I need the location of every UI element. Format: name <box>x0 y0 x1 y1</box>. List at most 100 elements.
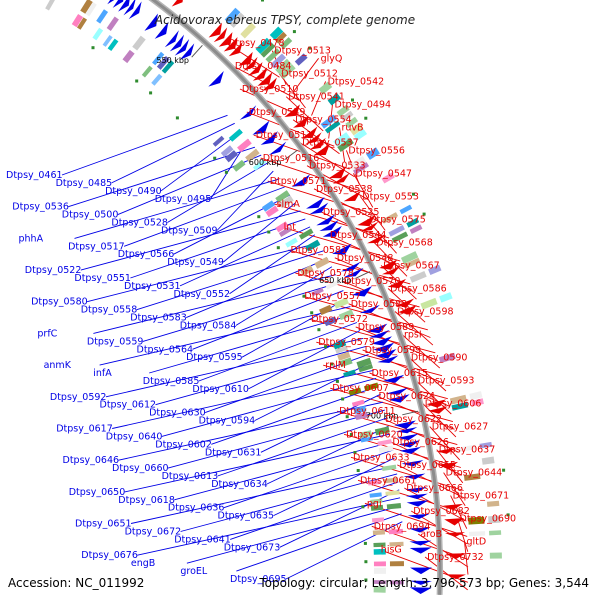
forward-gene-arrow <box>428 406 448 414</box>
backbone-arc <box>150 0 442 595</box>
forward-gene-label: Dtpsy_0655 <box>399 460 456 471</box>
accession-text: Accession: NC_011992 <box>8 576 144 590</box>
cog-category-block <box>237 138 252 153</box>
gc-marker <box>345 415 349 419</box>
gene-feature-tracks <box>45 0 510 595</box>
reverse-gene-label: Dtpsy_0635 <box>218 511 275 522</box>
cog-category-block <box>479 441 493 449</box>
cog-category-block <box>132 35 146 51</box>
cog-category-block <box>314 256 330 269</box>
cog-category-block <box>373 548 386 555</box>
label-connector-line <box>278 73 306 109</box>
forward-gene-label: Dtpsy_0637 <box>439 445 496 456</box>
reverse-gene-arrow <box>306 196 325 209</box>
forward-gene-label: Dtpsy_0694 <box>374 521 431 532</box>
label-connector-line <box>216 170 274 231</box>
label-connector-line <box>74 178 280 239</box>
forward-gene-arrow <box>213 27 228 43</box>
reverse-gene-arrow <box>397 433 419 441</box>
forward-gene-arrow <box>284 104 300 117</box>
cog-category-block <box>469 531 486 537</box>
cog-category-block <box>388 225 405 237</box>
label-connector-line <box>292 58 319 93</box>
label-connector-line <box>179 226 311 287</box>
gc-marker <box>135 79 139 83</box>
gc-marker <box>317 328 321 332</box>
forward-gene-label: Dtpsy_0525 <box>323 207 380 218</box>
cog-category-block <box>278 226 292 237</box>
cog-category-block <box>275 190 291 203</box>
label-connector-line <box>198 322 358 382</box>
forward-gene-label: Dtpsy_0661 <box>360 475 417 486</box>
gc-marker <box>91 46 95 50</box>
label-connector-line <box>273 457 395 517</box>
cog-category-block <box>262 200 276 212</box>
cog-category-block <box>428 264 442 276</box>
cog-category-block <box>255 37 272 54</box>
reverse-gene-arrow <box>401 460 424 467</box>
cog-category-block <box>305 239 321 252</box>
cog-category-block <box>45 0 55 11</box>
reverse-gene-arrow <box>398 440 420 448</box>
gc-marker <box>213 156 217 160</box>
forward-gene-arrow <box>438 461 459 470</box>
reverse-gene-label: Dtpsy_0517 <box>68 241 125 252</box>
reverse-gene-arrow <box>309 202 329 215</box>
label-connector-line <box>68 146 256 208</box>
reverse-gene-arrow <box>405 493 428 500</box>
reverse-gene-arrow <box>268 141 287 156</box>
gc-marker <box>308 46 312 50</box>
forward-gene-label: Dtpsy_0511 <box>256 130 313 141</box>
cog-category-block <box>373 586 386 593</box>
forward-gene-label: Dtpsy_0494 <box>335 99 392 110</box>
gc-marker <box>502 468 506 472</box>
forward-gene-label: Dtpsy_0556 <box>348 145 405 156</box>
cog-category-block <box>469 391 483 401</box>
cog-category-block <box>349 122 364 136</box>
cog-category-block <box>385 490 400 496</box>
reverse-gene-arrow <box>351 286 373 297</box>
reverse-gene-label: Dtpsy_0673 <box>224 542 281 553</box>
forward-gene-label: Dtpsy_0513 <box>274 46 331 57</box>
gc-marker <box>363 541 367 545</box>
cog-category-block <box>275 58 292 75</box>
cog-category-block <box>489 552 502 559</box>
label-connector-line <box>80 210 301 271</box>
cog-category-block <box>71 13 84 28</box>
reverse-gene-label: Dtpsy_0592 <box>50 392 107 403</box>
reverse-gene-label: Dtpsy_0580 <box>31 297 88 308</box>
reverse-gene-label: Dtpsy_0672 <box>125 527 182 538</box>
label-connector-line <box>223 449 394 509</box>
reverse-gene-label: phhA <box>19 233 44 244</box>
cog-category-block <box>141 65 153 78</box>
label-connector-line <box>167 162 268 223</box>
reverse-gene-arrow <box>409 547 432 554</box>
gc-marker <box>364 578 368 582</box>
cog-category-block <box>106 16 119 31</box>
forward-gene-arrow <box>301 126 318 139</box>
cog-category-block <box>325 279 341 290</box>
forward-gene-arrow <box>223 37 238 52</box>
gc-marker <box>267 230 271 234</box>
reverse-gene-label: engB <box>131 558 155 569</box>
cog-category-block <box>335 345 348 354</box>
reverse-gene-label: Dtpsy_0602 <box>155 439 212 450</box>
label-connector-line <box>239 88 318 124</box>
reverse-gene-label: Dtpsy_0634 <box>211 479 268 490</box>
reverse-gene-label: Dtpsy_0531 <box>124 281 181 292</box>
reverse-gene-label: Dtpsy_0528 <box>111 218 168 229</box>
cog-category-block <box>378 445 394 454</box>
cog-category-block <box>351 399 365 407</box>
label-connector-line <box>112 369 374 429</box>
cog-category-block <box>438 352 456 364</box>
reverse-gene-arrow <box>164 30 179 48</box>
cog-category-block <box>319 304 333 316</box>
reverse-gene-label: Dtpsy_0641 <box>174 534 231 545</box>
forward-gene-label: rpsI <box>404 330 422 341</box>
reverse-gene-arrow <box>366 323 388 334</box>
forward-gene-arrow <box>252 67 268 81</box>
reverse-gene-arrow <box>169 34 185 52</box>
forward-gene-label: Dtpsy_0633 <box>353 452 410 463</box>
forward-gene-label: Dtpsy_0606 <box>425 399 482 410</box>
reverse-gene-arrow <box>383 374 405 383</box>
